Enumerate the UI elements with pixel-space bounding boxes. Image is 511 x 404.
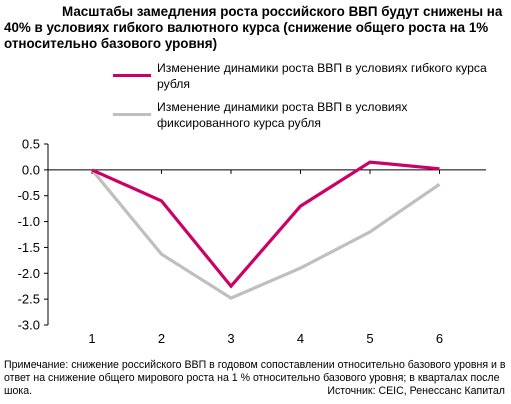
y-tick-label: -1.0 [18, 214, 40, 229]
legend-swatch-fixed [113, 113, 151, 116]
y-tick-label: -1.5 [18, 240, 40, 255]
y-tick-label: -3.0 [18, 318, 40, 333]
chart-series [90, 160, 441, 300]
series-line-flexible [91, 160, 440, 289]
y-tick-label: -0.5 [18, 188, 40, 203]
y-tick-label: -2.5 [18, 292, 40, 307]
chart-title-line-2: 40% в условиях гибкого валютного курса (… [4, 20, 489, 35]
legend-label-flexible: Изменение динамики роста ВВП в условиях … [157, 61, 487, 91]
legend-label-fixed: Изменение динамики роста ВВП в условиях … [157, 100, 408, 130]
x-tick-label: 2 [158, 331, 165, 346]
y-tick-label: 0.5 [22, 137, 40, 152]
chart-source: Источник: CEIC, Ренессанс Капитал [327, 385, 505, 397]
chart-title: Масштабы замедления роста российского ВВ… [4, 4, 504, 52]
series-line-fixed [90, 168, 441, 300]
x-tick-label: 3 [227, 331, 234, 346]
legend-item-flexible: Изменение динамики роста ВВП в условиях … [113, 60, 493, 92]
legend-item-fixed: Изменение динамики роста ВВП в условиях … [113, 99, 493, 131]
chart-axes [47, 144, 486, 325]
chart-legend: Изменение динамики роста ВВП в условиях … [113, 60, 493, 138]
legend-swatch-flexible [113, 74, 151, 77]
x-tick-label: 5 [366, 331, 373, 346]
chart-title-line-3: относительно базового уровня) [4, 36, 218, 51]
chart-note: Примечание: снижение российского ВВП в г… [4, 359, 506, 397]
x-tick-label: 6 [436, 331, 443, 346]
chart-ticks: 0.5 0.0 -0.5 -1.0 -1.5 -2.0 -2.5 -3.0 1 2 3 4 5 6 [18, 137, 444, 347]
x-tick-label: 1 [88, 331, 95, 346]
y-tick-label: -2.0 [18, 266, 40, 281]
y-tick-label: 0.0 [22, 162, 40, 177]
x-tick-label: 4 [297, 331, 304, 346]
chart-title-line-1: Масштабы замедления роста российского ВВ… [62, 4, 503, 19]
